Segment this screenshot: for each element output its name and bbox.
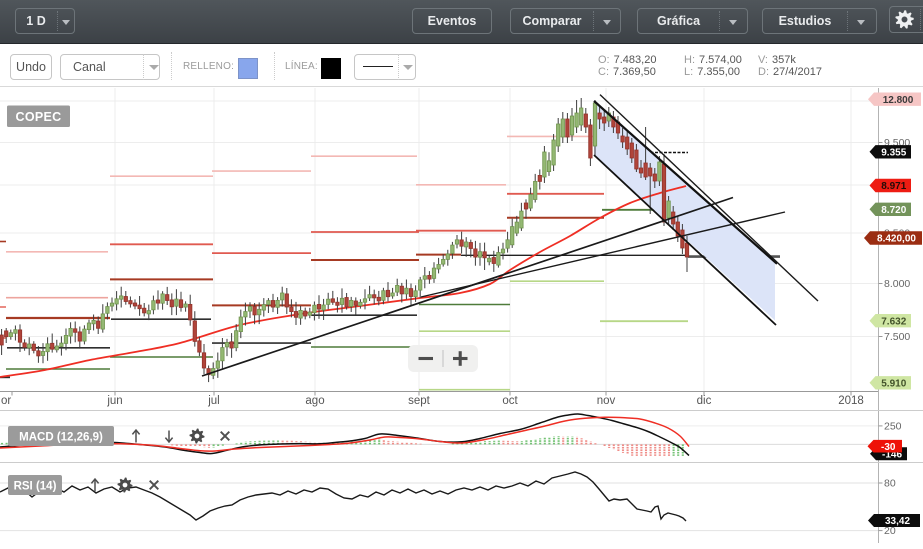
svg-text:dic: dic: [697, 395, 712, 407]
svg-text:MACD (12,26,9): MACD (12,26,9): [19, 432, 103, 444]
svg-text:80: 80: [884, 478, 896, 490]
svg-text:8.720: 8.720: [881, 205, 906, 216]
svg-text:250: 250: [884, 420, 902, 432]
svg-text:8.971: 8.971: [881, 181, 906, 192]
svg-text:jun: jun: [106, 395, 122, 407]
svg-text:jul: jul: [207, 395, 220, 407]
svg-text:2018: 2018: [838, 395, 864, 407]
svg-text:8.420,00: 8.420,00: [877, 234, 916, 245]
svg-text:12.800: 12.800: [883, 95, 914, 106]
svg-text:8.000: 8.000: [884, 278, 910, 290]
svg-text:5.910: 5.910: [881, 378, 906, 389]
svg-text:7.632: 7.632: [881, 316, 906, 327]
svg-text:or: or: [1, 395, 11, 407]
svg-text:-146: -146: [882, 449, 902, 460]
svg-text:RSI (14): RSI (14): [14, 481, 57, 493]
svg-text:20: 20: [884, 525, 896, 537]
svg-text:-30: -30: [881, 442, 896, 453]
svg-text:7.500: 7.500: [884, 331, 910, 343]
svg-text:sept: sept: [408, 395, 431, 407]
svg-text:COPEC: COPEC: [16, 110, 62, 124]
svg-text:33,42: 33,42: [885, 516, 910, 527]
svg-text:ago: ago: [305, 395, 324, 407]
svg-text:nov: nov: [597, 395, 616, 407]
svg-text:9.355: 9.355: [881, 147, 906, 158]
svg-text:oct: oct: [502, 395, 518, 407]
